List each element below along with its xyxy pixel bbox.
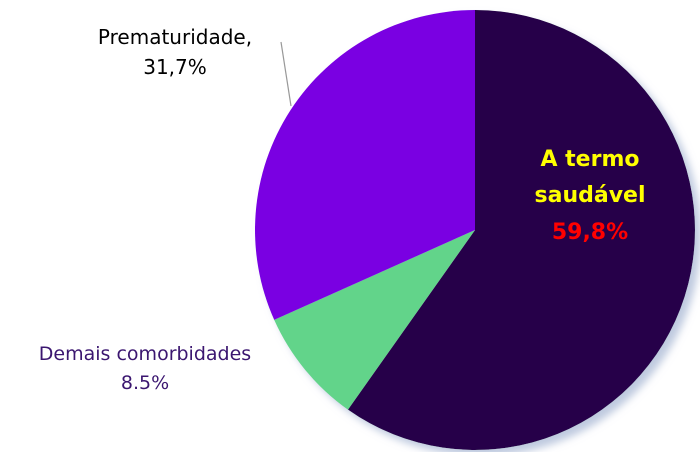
slice-label: Prematuridade, 31,7% [40,22,310,82]
leader-line [280,41,292,107]
pie-slice [255,10,475,320]
slice-label: A termo saudável 59,8% [500,142,680,251]
slice-label: Demais comorbidades 8.5% [0,340,290,397]
pie-slice [347,10,695,450]
value-label: 31,7% [143,55,207,79]
value-label: 8.5% [120,371,170,394]
pie-slice [274,230,475,410]
value-label: 59,8% [551,219,629,245]
category-label: A termo saudável [534,147,646,209]
category-label: Prematuridade, [97,25,253,49]
pie [255,10,695,450]
category-label: Demais comorbidades [38,343,252,365]
